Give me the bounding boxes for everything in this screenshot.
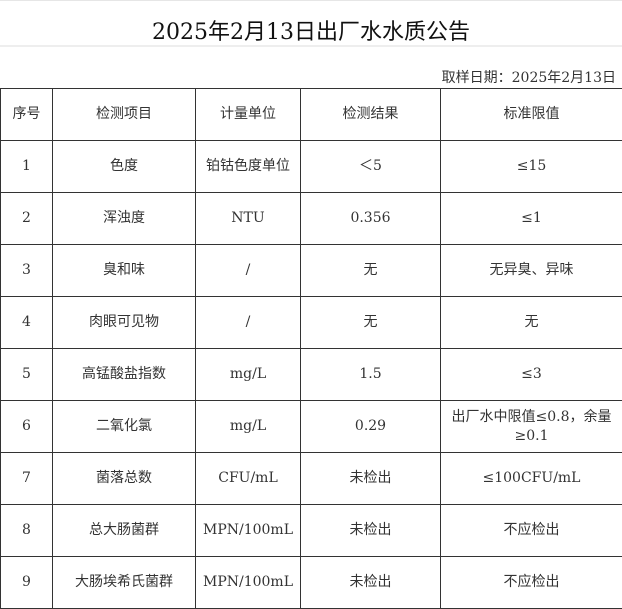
- unit-cell: NTU: [196, 193, 301, 245]
- item-cell: 高锰酸盐指数: [53, 349, 196, 401]
- result-cell: 1.5: [301, 349, 441, 401]
- header-cell: 检测项目: [53, 89, 196, 141]
- result-cell: 无: [301, 245, 441, 297]
- result-cell: 未检出: [301, 505, 441, 557]
- item-cell: 二氧化氯: [53, 401, 196, 453]
- unit-cell: CFU/mL: [196, 453, 301, 505]
- header-cell: 序号: [1, 89, 53, 141]
- index-cell: 6: [1, 401, 53, 453]
- unit-cell: mg/L: [196, 349, 301, 401]
- result-cell: 未检出: [301, 557, 441, 609]
- index-cell: 8: [1, 505, 53, 557]
- index-cell: 7: [1, 453, 53, 505]
- limit-cell: ≤15: [441, 141, 622, 193]
- limit-cell: ≤100CFU/mL: [441, 453, 622, 505]
- header-cell: 计量单位: [196, 89, 301, 141]
- item-cell: 臭和味: [53, 245, 196, 297]
- result-cell: 0.356: [301, 193, 441, 245]
- unit-cell: /: [196, 245, 301, 297]
- result-cell: ＜5: [301, 141, 441, 193]
- divider: [0, 45, 622, 47]
- unit-cell: mg/L: [196, 401, 301, 453]
- unit-cell: /: [196, 297, 301, 349]
- result-cell: 0.29: [301, 401, 441, 453]
- limit-cell: ≤1: [441, 193, 622, 245]
- index-cell: 3: [1, 245, 53, 297]
- item-cell: 色度: [53, 141, 196, 193]
- page-title: 2025年2月13日出厂水水质公告: [0, 14, 622, 46]
- item-cell: 菌落总数: [53, 453, 196, 505]
- item-cell: 浑浊度: [53, 193, 196, 245]
- result-cell: 未检出: [301, 453, 441, 505]
- sampling-date: 取样日期：2025年2月13日: [442, 67, 616, 87]
- item-cell: 大肠埃希氏菌群: [53, 557, 196, 609]
- item-cell: 肉眼可见物: [53, 297, 196, 349]
- unit-cell: MPN/100mL: [196, 557, 301, 609]
- unit-cell: 铂钴色度单位: [196, 141, 301, 193]
- limit-cell: 不应检出: [441, 557, 622, 609]
- result-cell: 无: [301, 297, 441, 349]
- index-cell: 1: [1, 141, 53, 193]
- limit-cell: 无: [441, 297, 622, 349]
- unit-cell: MPN/100mL: [196, 505, 301, 557]
- table-header-row: 序号 检测项目 计量单位 检测结果 标准限值: [1, 89, 622, 141]
- header-cell: 检测结果: [301, 89, 441, 141]
- limit-cell: 无异臭、异味: [441, 245, 622, 297]
- index-cell: 4: [1, 297, 53, 349]
- index-cell: 9: [1, 557, 53, 609]
- limit-cell: 不应检出: [441, 505, 622, 557]
- index-cell: 5: [1, 349, 53, 401]
- header-cell: 标准限值: [441, 89, 622, 141]
- index-cell: 2: [1, 193, 53, 245]
- limit-cell: 出厂水中限值≤0.8，余量≥0.1: [441, 401, 622, 453]
- item-cell: 总大肠菌群: [53, 505, 196, 557]
- divider: [0, 0, 622, 1]
- limit-cell: ≤3: [441, 349, 622, 401]
